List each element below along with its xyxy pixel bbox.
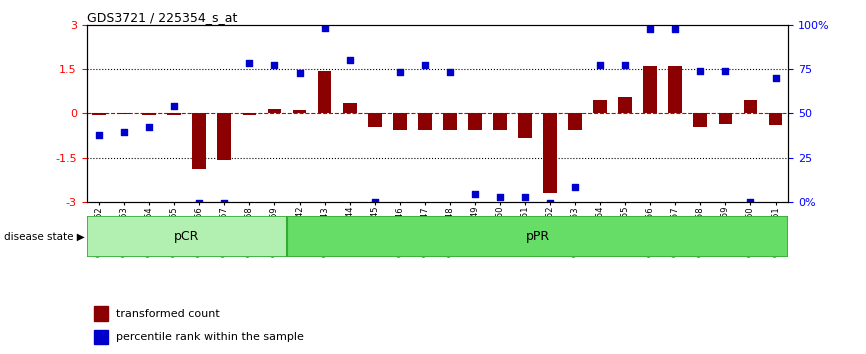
- Bar: [142, 113, 156, 115]
- Bar: [493, 113, 507, 130]
- Bar: [769, 113, 782, 125]
- Bar: [94, 306, 107, 321]
- Bar: [744, 100, 758, 113]
- Bar: [117, 113, 131, 114]
- Point: [493, 195, 507, 200]
- Bar: [643, 66, 657, 113]
- Bar: [368, 113, 382, 127]
- Point: [643, 27, 657, 32]
- Point: [318, 25, 332, 30]
- Bar: [669, 66, 682, 113]
- Point: [368, 199, 382, 205]
- Bar: [94, 330, 107, 344]
- Bar: [543, 113, 557, 193]
- Bar: [217, 113, 231, 160]
- Point: [418, 62, 432, 68]
- Text: percentile rank within the sample: percentile rank within the sample: [116, 332, 304, 342]
- Bar: [568, 113, 582, 130]
- Bar: [719, 113, 733, 124]
- Bar: [287, 216, 788, 257]
- Point: [192, 200, 206, 206]
- Bar: [167, 113, 181, 115]
- Bar: [418, 113, 431, 130]
- Point: [167, 103, 181, 109]
- Bar: [293, 110, 307, 113]
- Point: [719, 68, 733, 73]
- Text: disease state ▶: disease state ▶: [4, 231, 85, 241]
- Point: [468, 192, 481, 197]
- Bar: [443, 113, 456, 130]
- Bar: [343, 103, 357, 113]
- Bar: [268, 109, 281, 113]
- Point: [518, 195, 532, 200]
- Point: [443, 69, 456, 75]
- Bar: [518, 113, 532, 138]
- Point: [393, 69, 407, 75]
- Bar: [593, 100, 607, 113]
- Bar: [242, 113, 256, 115]
- Bar: [694, 113, 708, 127]
- Point: [568, 184, 582, 190]
- Point: [769, 75, 783, 81]
- Point: [142, 124, 156, 130]
- Point: [744, 199, 758, 205]
- Text: GDS3721 / 225354_s_at: GDS3721 / 225354_s_at: [87, 11, 237, 24]
- Bar: [87, 216, 287, 257]
- Text: pPR: pPR: [526, 230, 550, 243]
- Bar: [318, 70, 332, 113]
- Point: [242, 60, 256, 66]
- Text: transformed count: transformed count: [116, 309, 220, 319]
- Point: [343, 57, 357, 63]
- Point: [92, 133, 106, 138]
- Point: [293, 71, 307, 76]
- Text: pCR: pCR: [174, 230, 199, 243]
- Point: [618, 62, 632, 68]
- Bar: [468, 113, 481, 130]
- Point: [117, 130, 131, 135]
- Bar: [618, 97, 632, 113]
- Bar: [93, 113, 106, 115]
- Point: [268, 62, 281, 68]
- Point: [543, 200, 557, 206]
- Point: [593, 62, 607, 68]
- Bar: [192, 113, 206, 169]
- Point: [694, 68, 708, 73]
- Bar: [393, 113, 407, 130]
- Point: [669, 27, 682, 32]
- Point: [217, 200, 231, 206]
